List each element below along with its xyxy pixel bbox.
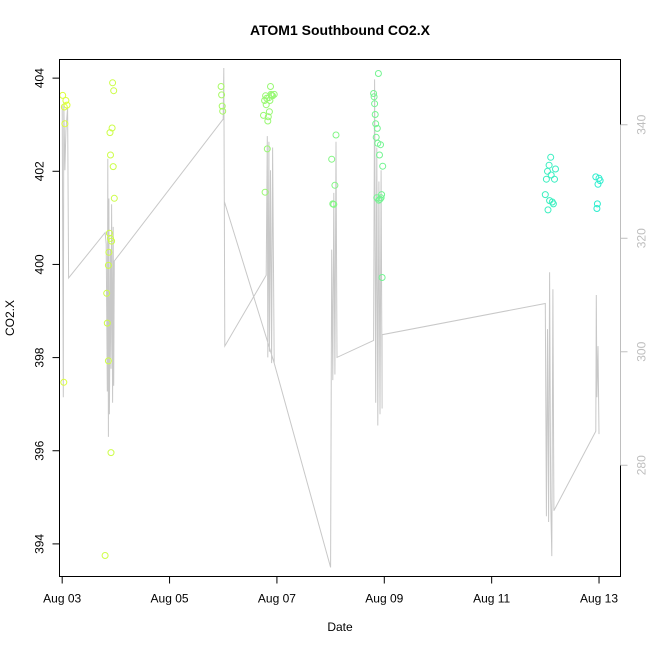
- data-point: [103, 319, 111, 327]
- data-point: [107, 449, 115, 457]
- data-point: [105, 248, 113, 256]
- data-point: [541, 191, 549, 199]
- y-tick-label: 396: [33, 440, 47, 460]
- data-point: [62, 97, 70, 104]
- chart-title: ATOM1 Southbound CO2.X: [250, 22, 431, 38]
- x-tick-label: Aug 05: [151, 592, 189, 606]
- data-point: [370, 90, 378, 97]
- secondary-series-line-group: [61, 67, 600, 568]
- x-tick-label: Aug 03: [43, 592, 81, 606]
- y-tick-label: 400: [33, 254, 47, 274]
- data-point: [332, 131, 340, 139]
- data-point: [593, 205, 601, 212]
- x-tick-label: Aug 13: [580, 592, 618, 606]
- data-point: [378, 274, 386, 281]
- y-axis-right: 280 300 320 340: [620, 114, 649, 475]
- data-point: [218, 91, 226, 99]
- data-point: [104, 357, 112, 365]
- data-point: [108, 237, 116, 245]
- data-point: [374, 70, 382, 77]
- data-point: [104, 261, 112, 269]
- data-point: [552, 165, 559, 173]
- data-point: [110, 87, 118, 95]
- y-right-tick-label: 300: [635, 341, 649, 361]
- y-tick-label: 398: [33, 347, 47, 367]
- data-point: [264, 117, 272, 125]
- secondary-series-line: [61, 67, 600, 568]
- x-axis-label: Date: [327, 620, 353, 634]
- data-point: [262, 101, 270, 109]
- data-point: [269, 92, 277, 100]
- data-point: [265, 108, 273, 116]
- data-point: [261, 188, 269, 196]
- data-point: [377, 194, 385, 202]
- data-point: [377, 141, 384, 149]
- data-point: [110, 194, 118, 202]
- y-tick-label: 394: [33, 534, 47, 554]
- x-axis: Aug 03 Aug 05 Aug 07 Aug 09 Aug 11 Aug 13: [43, 576, 618, 606]
- data-point: [260, 111, 267, 119]
- data-point: [264, 113, 272, 121]
- data-point: [267, 83, 274, 90]
- data-point: [107, 151, 114, 159]
- data-point: [370, 93, 378, 101]
- y-tick-label: 404: [33, 68, 47, 88]
- data-point: [63, 101, 71, 109]
- data-point: [375, 196, 383, 204]
- data-point: [372, 120, 380, 128]
- data-point: [219, 107, 227, 115]
- y-right-tick-label: 320: [635, 228, 649, 248]
- data-point: [376, 151, 383, 159]
- data-point: [371, 111, 379, 118]
- data-point: [378, 191, 386, 199]
- data-point: [330, 200, 338, 208]
- data-point: [60, 378, 68, 386]
- data-point: [547, 171, 555, 179]
- data-point: [61, 120, 69, 128]
- x-tick-label: Aug 07: [258, 592, 296, 606]
- data-point: [331, 181, 339, 189]
- y-axis-left: 394 396 398 400 402 404: [33, 68, 60, 554]
- data-point: [379, 162, 387, 170]
- data-point: [551, 175, 558, 183]
- data-point: [376, 195, 384, 203]
- data-point: [592, 173, 600, 181]
- data-point: [263, 145, 271, 153]
- data-point: [593, 200, 601, 208]
- y-tick-label: 402: [33, 161, 47, 181]
- data-point: [373, 124, 381, 132]
- data-point: [596, 177, 604, 185]
- data-point: [371, 100, 379, 108]
- data-point: [218, 102, 226, 110]
- y-right-tick-label: 280: [635, 455, 649, 475]
- data-point: [549, 200, 557, 208]
- data-point: [105, 229, 113, 237]
- y-axis-label: CO2.X: [3, 300, 17, 336]
- data-point: [108, 124, 116, 132]
- data-point: [547, 153, 555, 161]
- data-point: [103, 289, 111, 297]
- x-tick-label: Aug 09: [365, 592, 403, 606]
- data-point: [545, 161, 553, 169]
- data-point: [109, 79, 117, 87]
- data-point: [544, 206, 552, 214]
- y-right-tick-label: 340: [635, 114, 649, 134]
- data-point: [270, 90, 278, 98]
- data-point: [328, 155, 336, 163]
- data-point: [217, 83, 225, 90]
- data-point: [101, 552, 109, 559]
- data-point: [542, 175, 550, 183]
- x-tick-label: Aug 11: [473, 592, 510, 606]
- data-point: [109, 163, 117, 171]
- co2-scatter-points-group: [59, 70, 604, 559]
